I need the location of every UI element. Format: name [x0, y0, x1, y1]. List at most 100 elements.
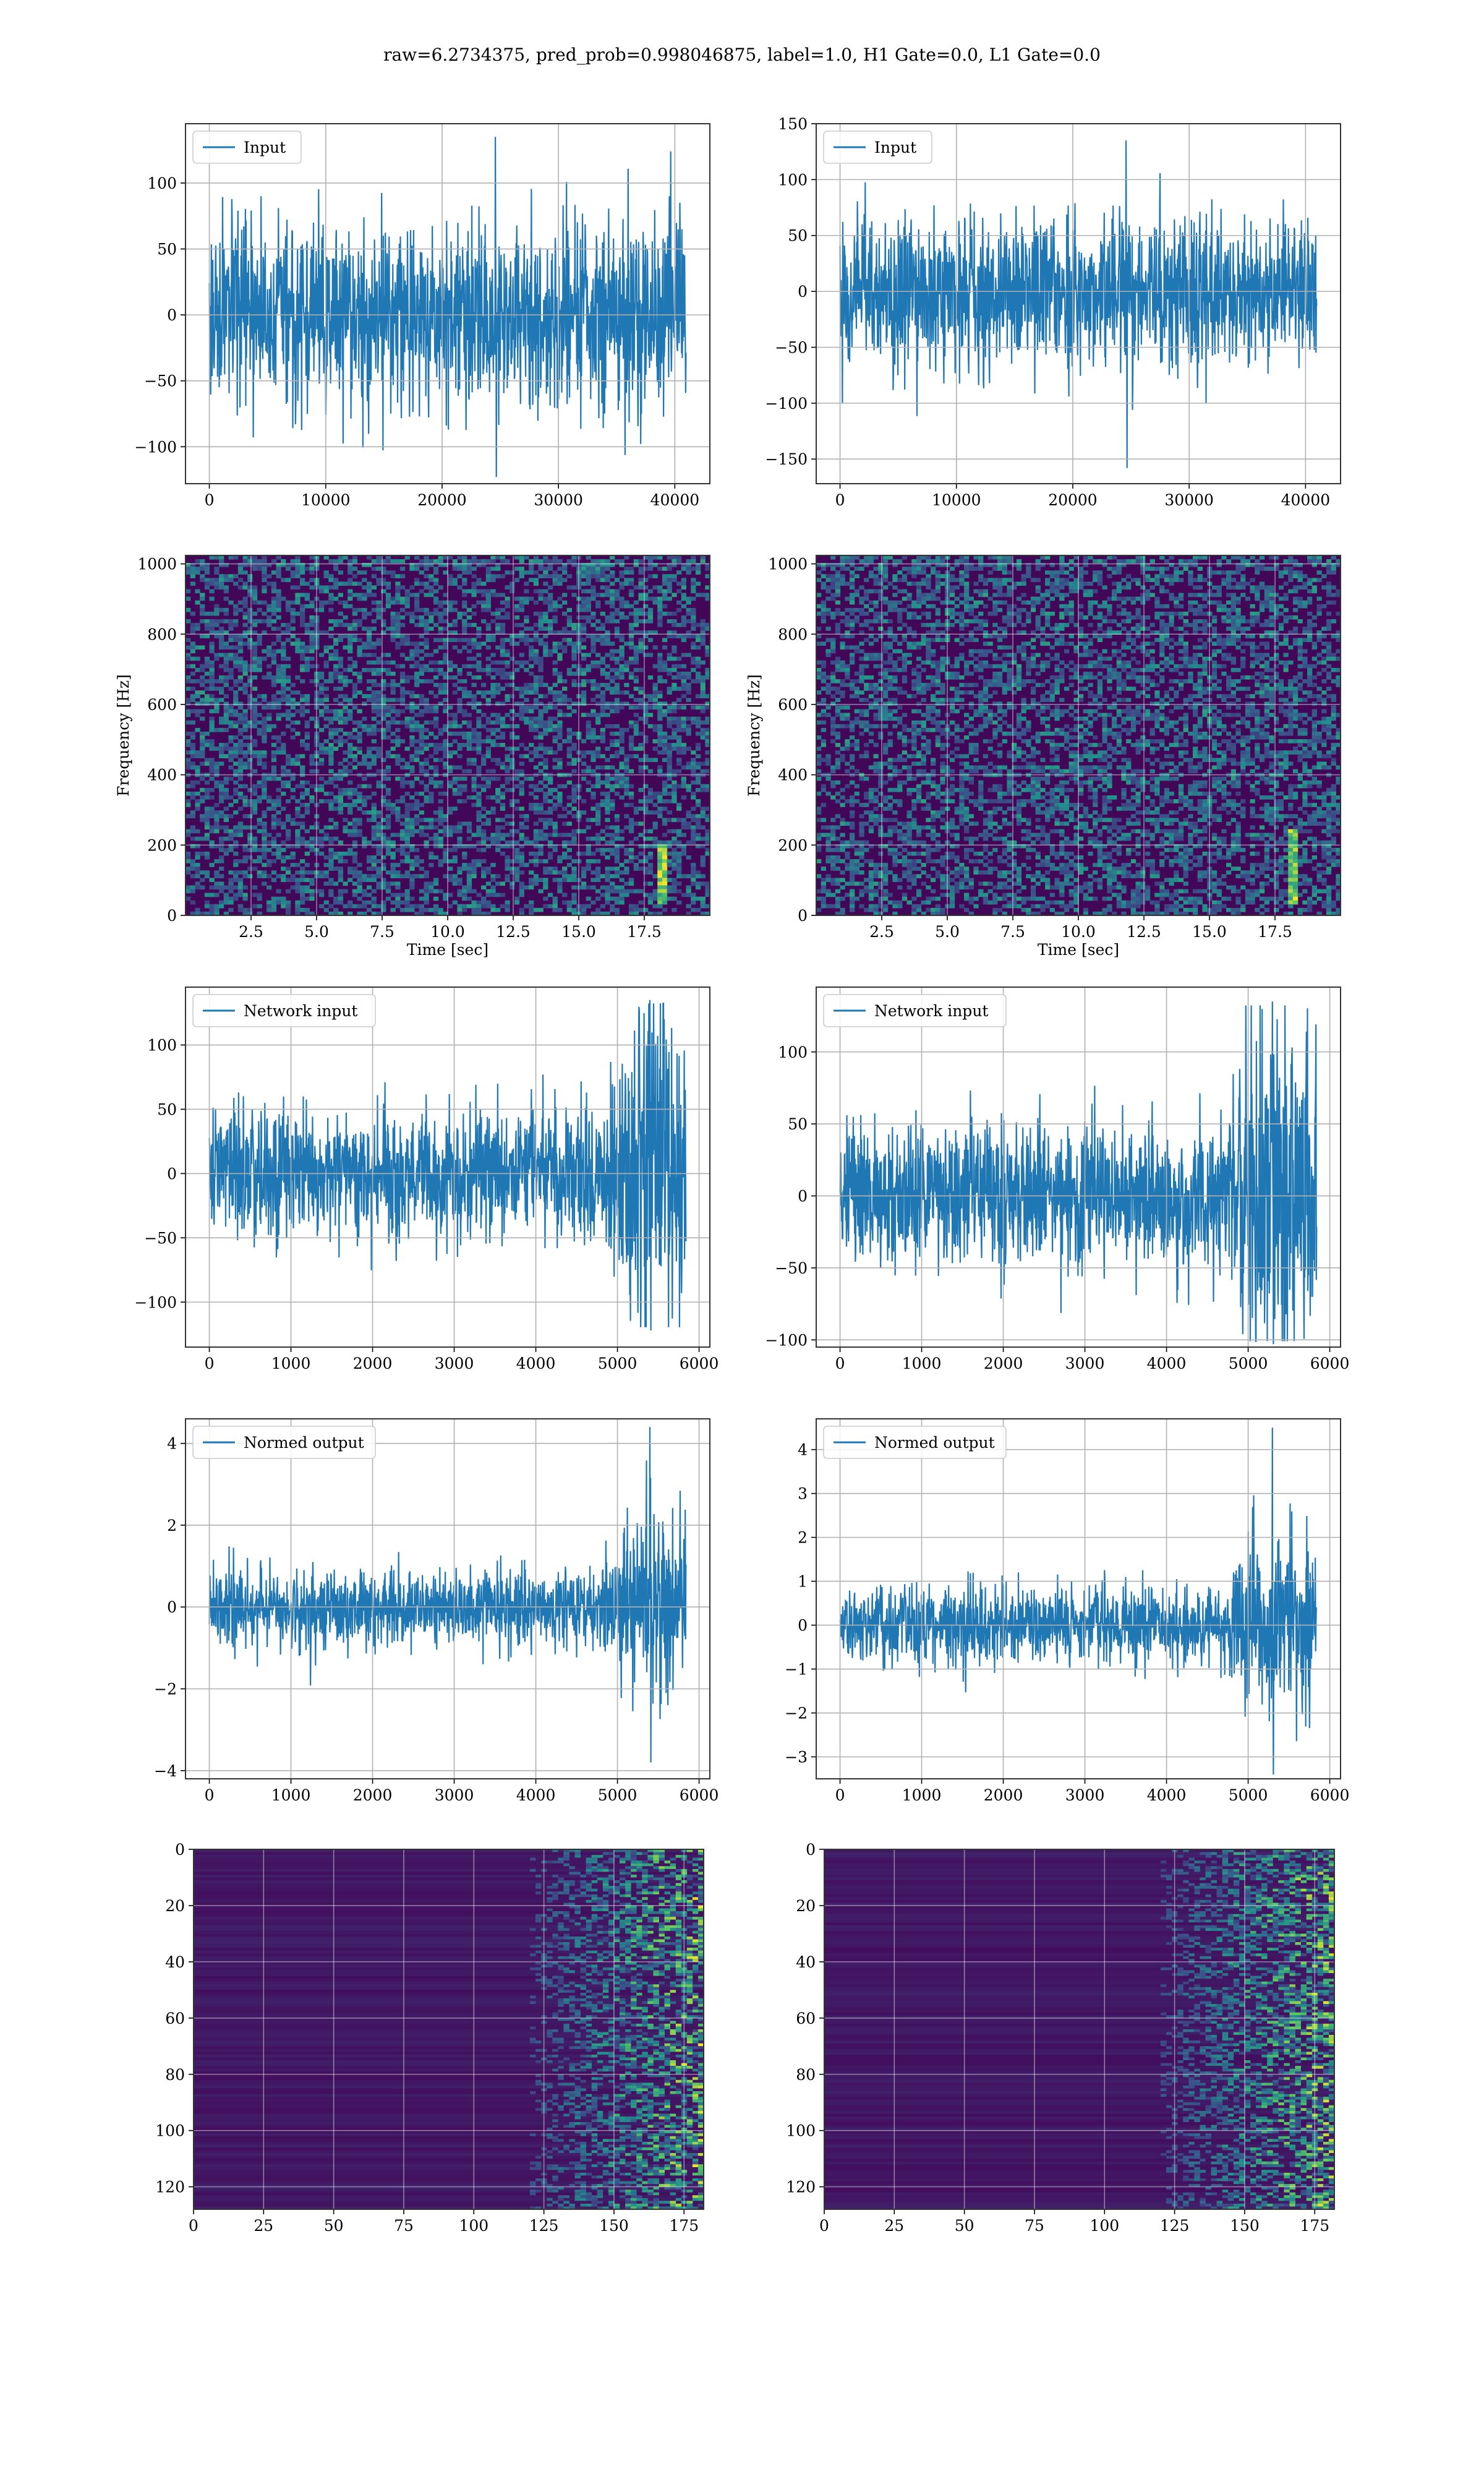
- heatmap-cell: [466, 844, 472, 849]
- heatmap-cell: [318, 630, 325, 635]
- heatmap-cell: [348, 807, 353, 811]
- heatmap-cell: [362, 611, 367, 616]
- heatmap-cell: [314, 724, 320, 729]
- heatmap-cell: [647, 611, 654, 616]
- heatmap-cell: [338, 889, 343, 894]
- heatmap-cell: [538, 574, 544, 578]
- heatmap-cell: [691, 773, 696, 777]
- heatmap-cell: [219, 653, 224, 657]
- heatmap-cell: [543, 836, 548, 841]
- heatmap-cell: [676, 687, 682, 691]
- heatmap-cell: [519, 787, 524, 792]
- heatmap-cell: [333, 776, 339, 781]
- series-input-h1: [208, 137, 687, 477]
- heatmap-cell: [614, 867, 620, 871]
- heatmap-cell: [219, 791, 224, 796]
- heatmap-cell: [271, 585, 277, 590]
- heatmap-cell: [348, 750, 353, 755]
- heatmap-cell: [333, 671, 339, 676]
- heatmap-cell: [395, 574, 401, 578]
- heatmap-cell: [438, 667, 443, 672]
- heatmap-cell: [399, 833, 406, 837]
- heatmap-cell: [223, 851, 229, 856]
- heatmap-cell: [519, 892, 524, 897]
- heatmap-cell: [357, 607, 362, 612]
- heatmap-cell: [352, 855, 358, 860]
- heatmap-cell: [700, 863, 706, 867]
- heatmap-cell: [314, 641, 320, 646]
- heatmap-cell: [385, 581, 391, 586]
- heatmap-cell: [652, 724, 658, 729]
- heatmap-cell: [605, 795, 610, 800]
- heatmap-cell: [247, 585, 253, 590]
- heatmap-cell: [448, 724, 453, 729]
- heatmap-cell: [443, 645, 448, 650]
- heatmap-cell: [457, 555, 463, 560]
- heatmap-cell: [271, 600, 277, 605]
- heatmap-cell: [638, 630, 644, 635]
- heatmap-cell: [571, 761, 577, 766]
- heatmap-cell: [304, 787, 310, 792]
- heatmap-cell: [510, 844, 515, 849]
- heatmap-cell: [595, 784, 601, 789]
- heatmap-cell: [262, 855, 267, 860]
- heatmap-cell: [443, 698, 448, 703]
- heatmap-cell: [362, 784, 367, 789]
- heatmap-cell: [610, 687, 615, 691]
- heatmap-cell: [700, 859, 706, 863]
- heatmap-cell: [276, 747, 281, 751]
- heatmap-cell: [676, 844, 682, 849]
- heatmap-cell: [352, 574, 358, 578]
- heatmap-cell: [371, 701, 377, 706]
- heatmap-cell: [705, 807, 710, 811]
- heatmap-cell: [314, 698, 320, 703]
- heatmap-cell: [357, 829, 362, 834]
- x-tick-label: 30000: [1164, 491, 1214, 509]
- heatmap-cell: [457, 836, 463, 841]
- heatmap-cell: [348, 900, 353, 905]
- heatmap-cell: [252, 754, 258, 758]
- heatmap-cell: [314, 634, 320, 638]
- heatmap-cell: [333, 896, 339, 901]
- heatmap-cell: [328, 679, 334, 683]
- heatmap-cell: [399, 829, 406, 834]
- heatmap-cell: [385, 825, 391, 830]
- heatmap-cell: [190, 829, 195, 834]
- heatmap-cell: [237, 892, 244, 897]
- heatmap-cell: [357, 795, 362, 800]
- heatmap-cell: [628, 694, 634, 698]
- heatmap-cell: [672, 630, 677, 635]
- heatmap-cell: [619, 780, 625, 785]
- heatmap-cell: [281, 840, 286, 845]
- heatmap-cell: [647, 675, 654, 680]
- heatmap-cell: [667, 758, 672, 763]
- heatmap-cell: [691, 679, 696, 683]
- heatmap-cell: [233, 607, 239, 612]
- heatmap-cell: [290, 821, 296, 826]
- heatmap-cell: [543, 611, 548, 616]
- heatmap-cell: [204, 761, 210, 766]
- heatmap-cell: [404, 596, 410, 601]
- heatmap-cell: [566, 847, 572, 852]
- heatmap-cell: [610, 596, 615, 601]
- heatmap-cell: [619, 604, 625, 609]
- heatmap-cell: [643, 604, 649, 609]
- heatmap-cell: [552, 844, 558, 849]
- heatmap-cell: [485, 671, 491, 676]
- heatmap-cell: [643, 555, 649, 560]
- heatmap-cell: [457, 698, 463, 703]
- heatmap-cell: [390, 559, 396, 563]
- heatmap-cell: [643, 859, 649, 863]
- heatmap-cell: [262, 840, 267, 845]
- heatmap-cell: [676, 874, 682, 878]
- heatmap-cell: [228, 870, 234, 875]
- heatmap-cell: [547, 787, 553, 792]
- heatmap-cell: [252, 859, 258, 863]
- heatmap-cell: [471, 731, 477, 736]
- heatmap-cell: [281, 563, 286, 567]
- heatmap-cell: [543, 649, 548, 654]
- heatmap-cell: [495, 836, 501, 841]
- heatmap-cell: [481, 821, 487, 826]
- heatmap-cell: [219, 720, 224, 725]
- heatmap-cell: [481, 836, 487, 841]
